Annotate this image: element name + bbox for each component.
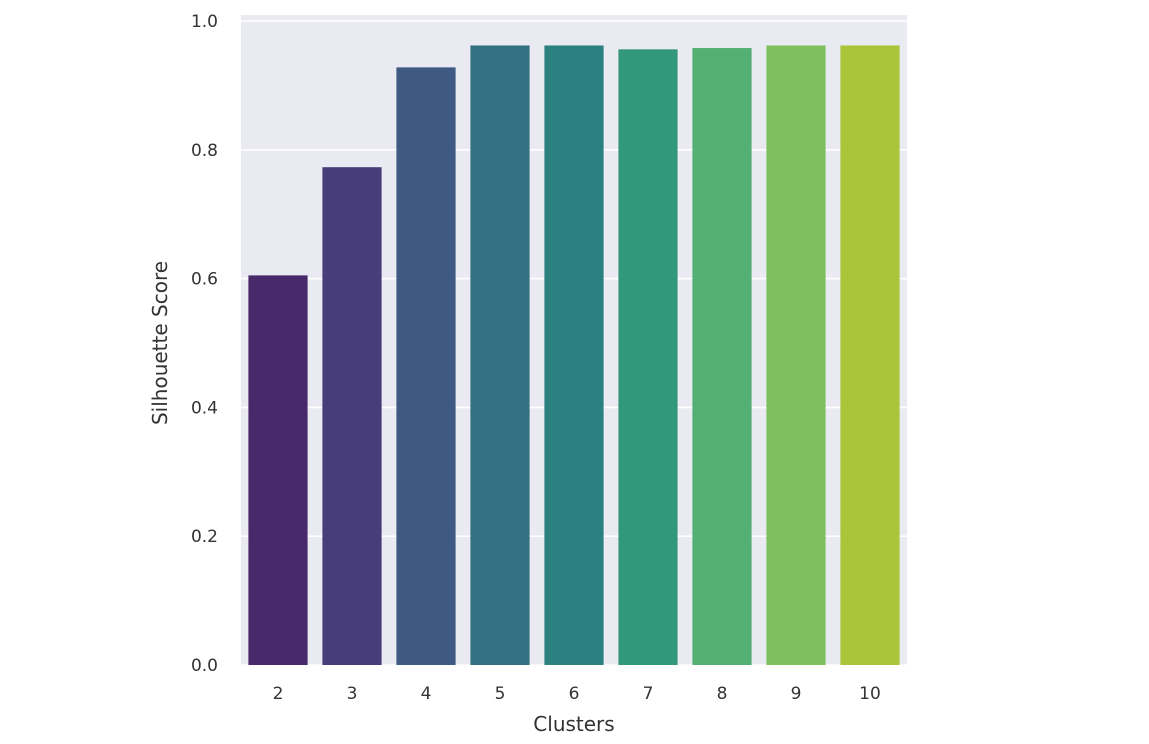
bar-cluster-4 — [396, 67, 456, 666]
y-tick-label: 0.4 — [191, 398, 218, 418]
y-tick-label: 1.0 — [191, 12, 218, 32]
bar-cluster-8 — [692, 48, 752, 666]
x-tick-label: 8 — [717, 684, 728, 704]
x-tick-label: 10 — [859, 684, 881, 704]
x-tick-label: 4 — [421, 684, 432, 704]
bar-cluster-9 — [766, 45, 826, 666]
x-tick-label: 3 — [347, 684, 358, 704]
x-axis-label: Clusters — [533, 712, 614, 736]
x-tick-label: 5 — [495, 684, 506, 704]
bar-cluster-7 — [618, 49, 678, 665]
bars — [248, 45, 900, 666]
bar-cluster-2 — [248, 275, 308, 665]
bar-cluster-3 — [322, 167, 382, 666]
y-tick-label: 0.8 — [191, 141, 218, 161]
x-tick-label: 9 — [791, 684, 802, 704]
y-axis-label: Silhouette Score — [148, 261, 172, 425]
bar-cluster-5 — [470, 45, 530, 666]
y-tick-label: 0.2 — [191, 527, 218, 547]
bar-cluster-10 — [840, 45, 900, 666]
y-tick-label: 0.6 — [191, 270, 218, 290]
y-axis-ticks: 0.0 0.2 0.4 0.6 0.8 1.0 — [191, 12, 218, 676]
x-axis-ticks: 2 3 4 5 6 7 8 9 10 — [273, 684, 881, 704]
x-tick-label: 2 — [273, 684, 284, 704]
y-tick-label: 0.0 — [191, 656, 218, 676]
bar-cluster-6 — [544, 45, 604, 666]
x-tick-label: 7 — [643, 684, 654, 704]
x-tick-label: 6 — [569, 684, 580, 704]
